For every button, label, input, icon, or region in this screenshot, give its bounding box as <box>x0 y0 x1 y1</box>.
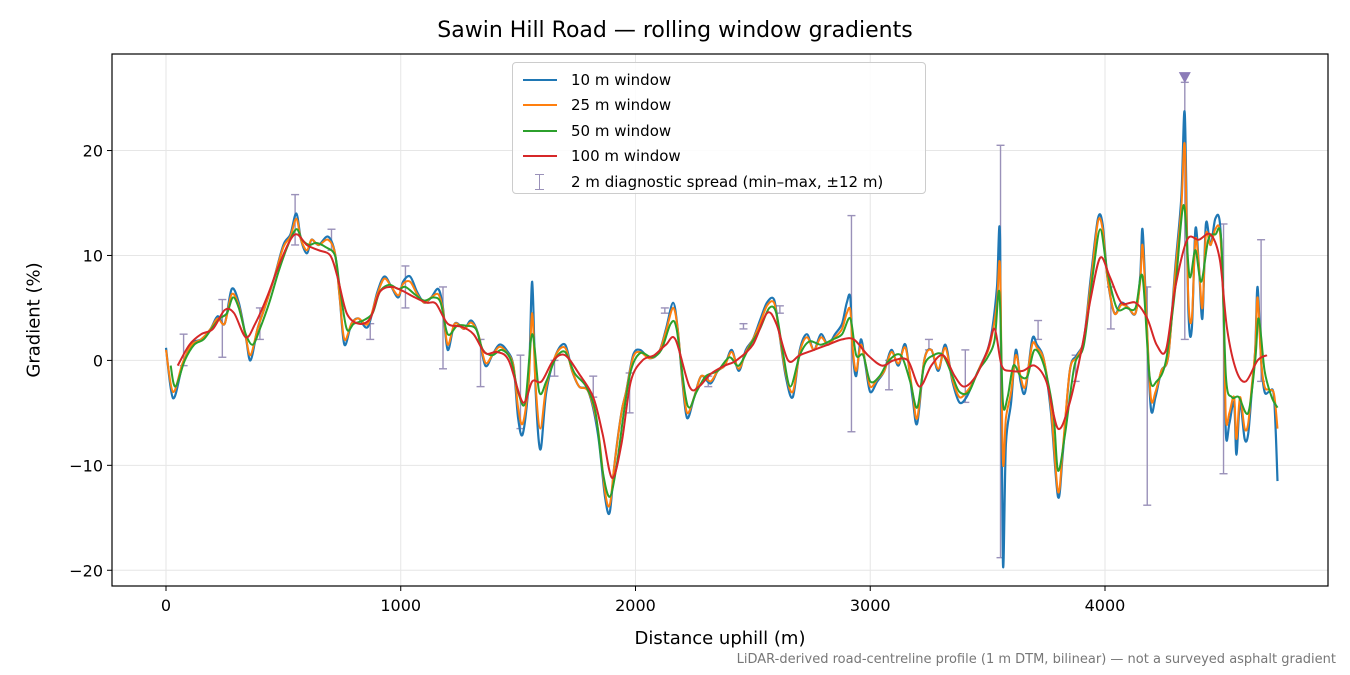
legend-item-50m: 50 m window <box>521 118 917 144</box>
chart-title: Sawin Hill Road — rolling window gradien… <box>437 18 913 43</box>
legend-label: 2 m diagnostic spread (min–max, ±12 m) <box>571 172 884 191</box>
x-axis-label: Distance uphill (m) <box>634 628 806 649</box>
y-tick-label: −10 <box>69 456 103 475</box>
diagnostic-spread-bar <box>438 286 447 370</box>
series-lines <box>164 110 1279 569</box>
diagnostic-spread-bar <box>218 298 227 358</box>
series-line-3 <box>169 204 1279 498</box>
peak-marker-group <box>1178 72 1191 84</box>
legend-label: 25 m window <box>571 96 672 115</box>
footnote: LiDAR-derived road-centreline profile (1… <box>736 652 1336 667</box>
legend-swatch <box>523 78 557 81</box>
x-tick-label: 3000 <box>850 596 891 615</box>
peak-marker <box>1178 72 1191 84</box>
x-tick-label: 1000 <box>380 596 421 615</box>
diagnostic-spread-bar <box>739 322 748 330</box>
legend-item-100m: 100 m window <box>521 144 917 170</box>
x-tick-label: 4000 <box>1085 596 1126 615</box>
legend-label: 10 m window <box>571 70 672 89</box>
y-tick-label: 20 <box>83 142 103 161</box>
legend-swatch <box>523 155 557 158</box>
y-tick-label: 10 <box>83 246 103 265</box>
diagnostic-spread-bar <box>660 307 669 314</box>
y-axis-ticks: −20 −10 0 10 20 <box>69 142 112 580</box>
legend-swatch <box>523 104 557 107</box>
plot-frame <box>111 53 1329 587</box>
legend-swatch <box>523 129 557 132</box>
x-tick-label: 0 <box>161 596 171 615</box>
legend-label: 100 m window <box>571 147 681 166</box>
legend-item-diagnostic: 2 m diagnostic spread (min–max, ±12 m) <box>521 169 917 195</box>
y-tick-label: −20 <box>69 561 103 580</box>
x-axis-ticks: 0 1000 2000 3000 4000 <box>161 586 1125 615</box>
y-tick-label: 0 <box>93 351 103 370</box>
legend-item-25m: 25 m window <box>521 93 917 119</box>
y-axis-label: Gradient (%) <box>23 262 45 378</box>
series-line-4 <box>176 232 1268 479</box>
errorbar-icon <box>523 172 557 192</box>
diagnostic-spread-bar <box>1034 319 1043 341</box>
legend: 10 m window 25 m window 50 m window 100 … <box>512 62 926 194</box>
x-tick-label: 2000 <box>615 596 656 615</box>
legend-label: 50 m window <box>571 121 672 140</box>
legend-item-10m: 10 m window <box>521 67 917 93</box>
